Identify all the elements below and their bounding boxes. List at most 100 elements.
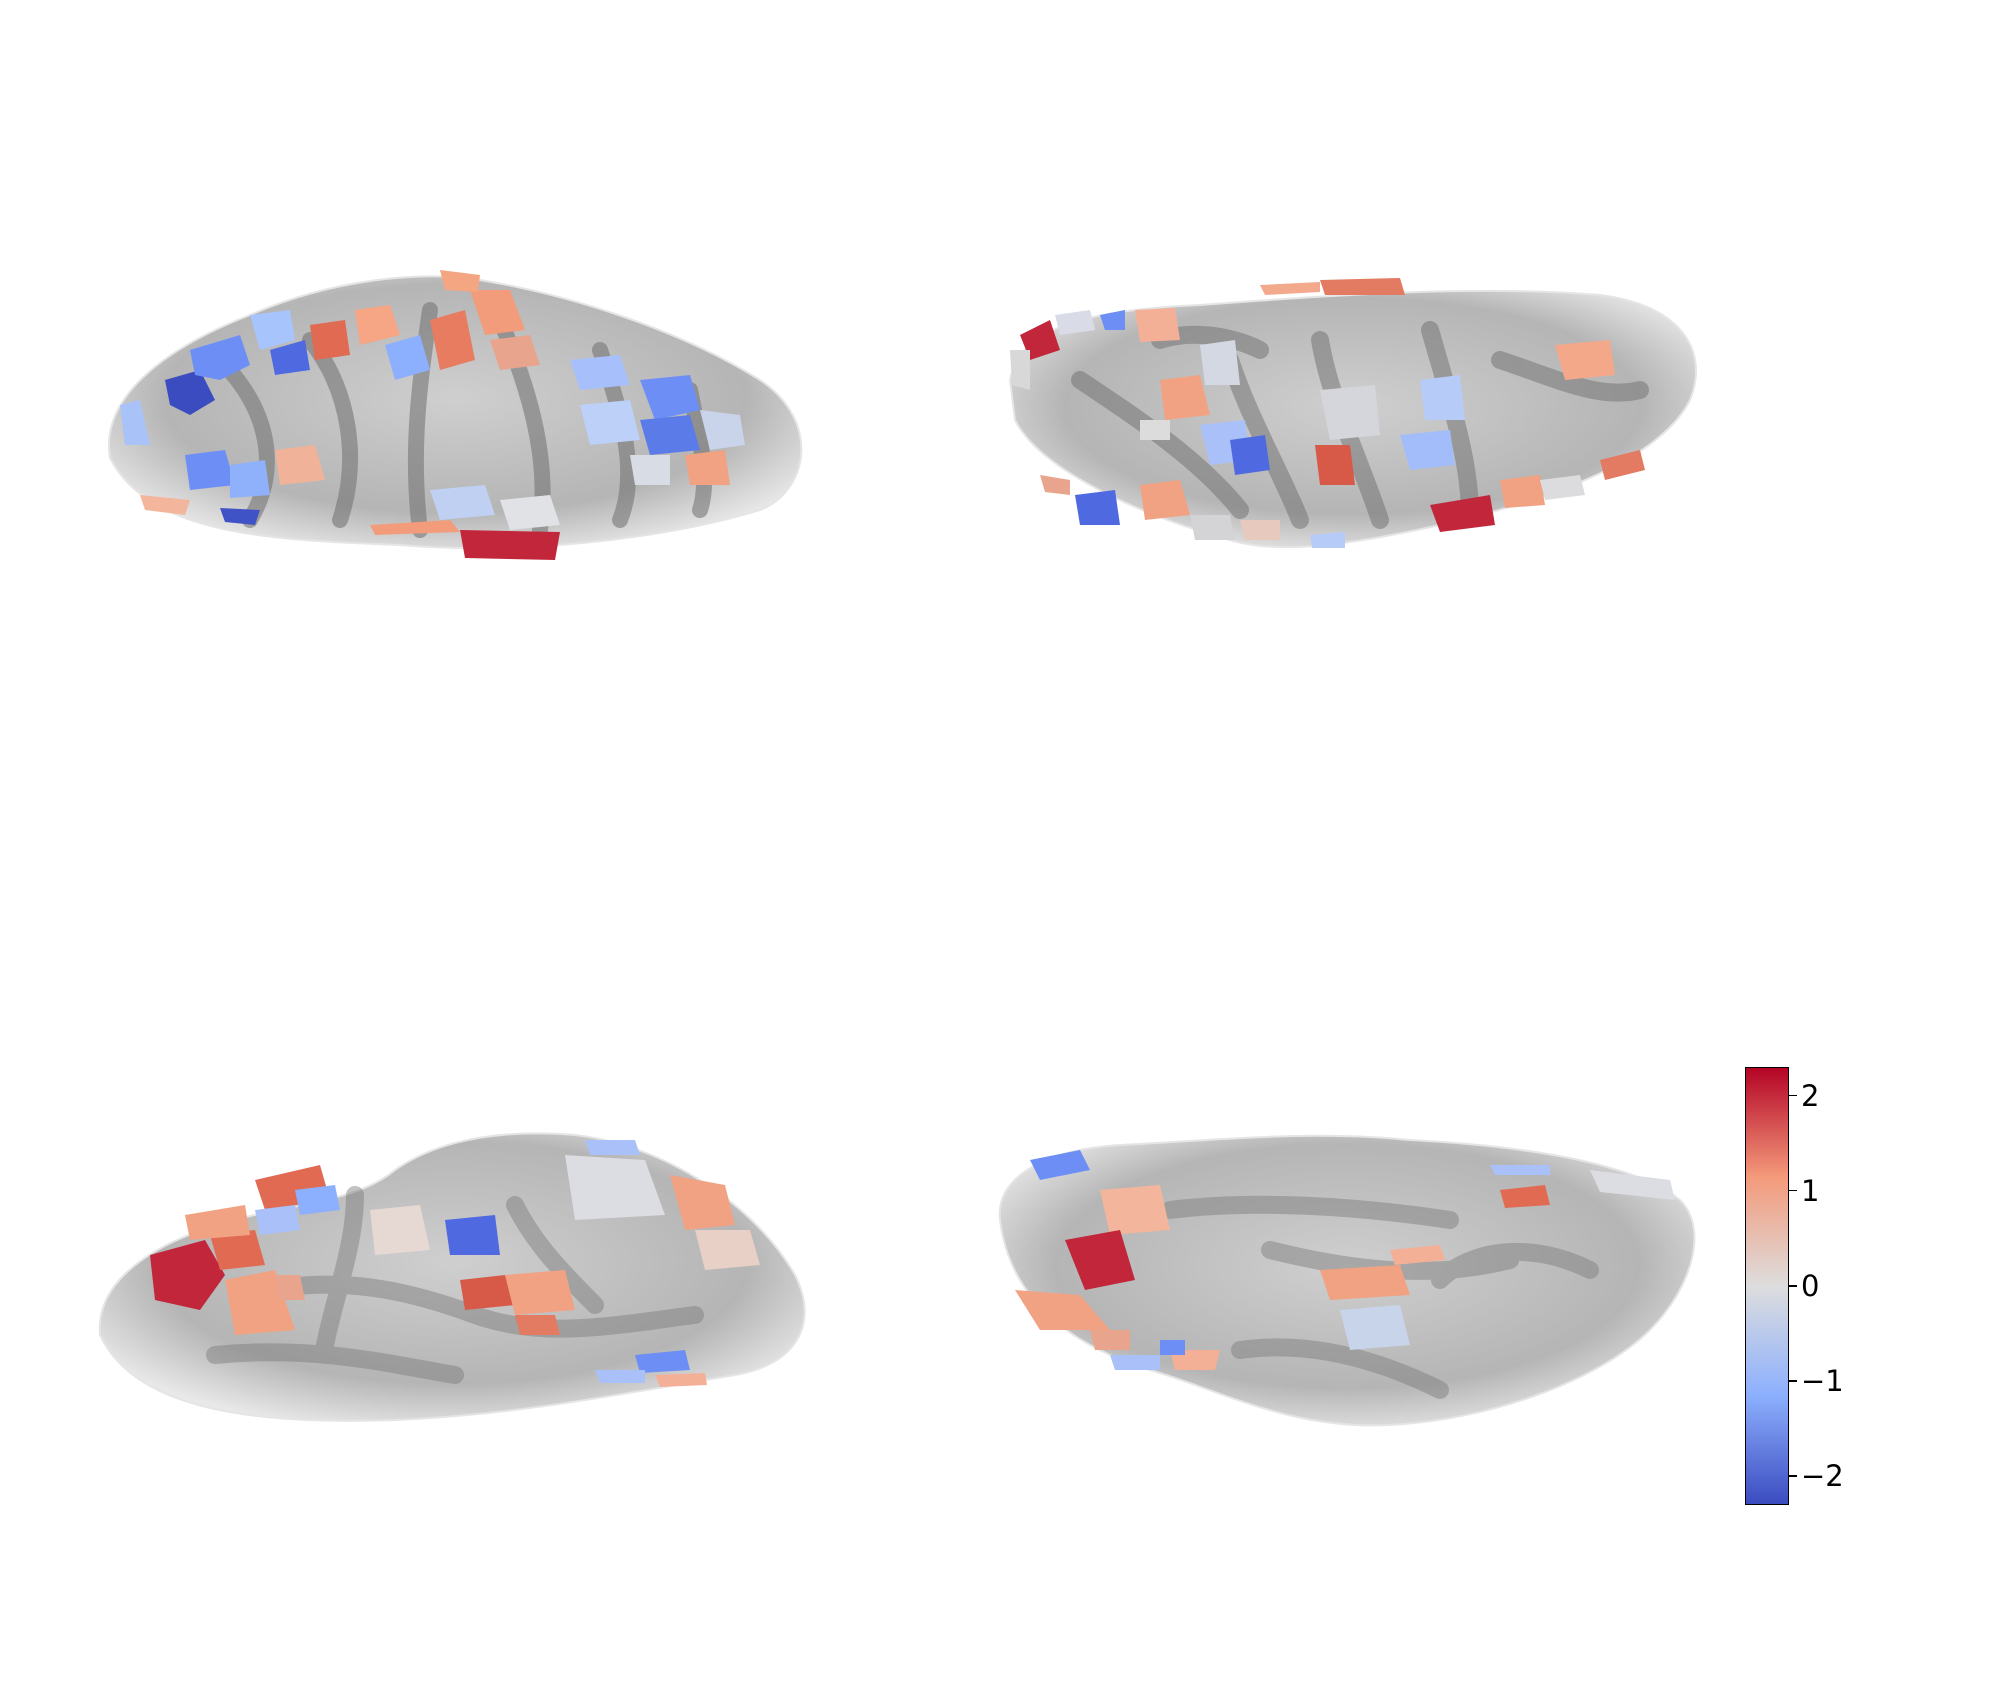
parcel <box>385 335 430 380</box>
colorbar-tick-label: −1 <box>1801 1364 1844 1399</box>
parcel <box>1040 475 1070 495</box>
parcel <box>570 355 630 390</box>
parcels <box>1010 278 1645 548</box>
parcel <box>140 495 190 515</box>
parcel <box>1015 1290 1110 1330</box>
parcel <box>220 508 260 525</box>
parcel <box>460 1275 515 1310</box>
parcel <box>1075 490 1120 525</box>
parcel <box>490 335 540 370</box>
parcel <box>1390 1245 1445 1265</box>
colorbar-tick-mark <box>1789 1094 1797 1097</box>
parcel <box>630 455 670 485</box>
parcel <box>460 530 560 560</box>
parcel <box>1030 1150 1090 1180</box>
parcel <box>655 1373 707 1387</box>
parcel <box>190 335 250 380</box>
colorbar-tick-label: −2 <box>1801 1459 1844 1494</box>
parcel <box>1200 340 1240 385</box>
parcel <box>1160 1340 1185 1355</box>
colorbar-tick-mark <box>1789 1380 1797 1382</box>
parcel <box>1420 375 1465 420</box>
parcel <box>585 1140 640 1155</box>
parcel <box>430 310 475 370</box>
colorbar: 2 1 0 −1 −2 <box>1745 1067 1844 1505</box>
parcel <box>165 370 215 415</box>
parcel <box>430 485 495 520</box>
parcel <box>700 410 745 450</box>
parcel <box>1100 310 1125 330</box>
brain-surface-bottom-left <box>98 1132 806 1422</box>
parcel <box>440 270 480 292</box>
parcel <box>370 520 460 535</box>
parcel <box>230 460 270 498</box>
parcel <box>445 1215 500 1255</box>
parcel <box>685 450 730 485</box>
parcel <box>120 400 150 445</box>
parcel <box>1340 1305 1410 1350</box>
parcel <box>1260 282 1320 295</box>
parcel <box>1400 430 1455 470</box>
parcel <box>670 1175 735 1230</box>
colorbar-tick-label: 1 <box>1801 1173 1820 1208</box>
parcel <box>1540 475 1585 500</box>
parcel <box>1490 1165 1550 1175</box>
parcel <box>1430 495 1495 532</box>
parcels <box>1015 1150 1675 1370</box>
colorbar-tick-mark <box>1789 1475 1797 1477</box>
parcel <box>1600 450 1645 480</box>
parcel <box>310 320 350 360</box>
colorbar-tick-mark <box>1789 1285 1797 1287</box>
parcel <box>1140 480 1190 520</box>
parcel <box>270 340 310 375</box>
parcel <box>515 1315 560 1335</box>
parcel <box>210 1230 265 1270</box>
parcel <box>1140 420 1170 440</box>
parcel <box>1320 1265 1410 1300</box>
brain-surface-bottom-right <box>998 1134 1696 1427</box>
parcel <box>580 400 640 445</box>
colorbar-tick-mark <box>1789 1189 1797 1192</box>
parcel <box>640 375 700 420</box>
parcel <box>1160 375 1210 420</box>
parcel <box>1500 1185 1550 1208</box>
parcel <box>295 1185 340 1215</box>
parcel <box>275 1275 305 1300</box>
parcel <box>1590 1170 1675 1200</box>
parcel <box>1555 340 1615 380</box>
parcel <box>185 450 235 490</box>
parcel <box>370 1205 430 1255</box>
parcel <box>565 1155 665 1220</box>
sulci <box>206 1186 704 1384</box>
brain-view-bottom-right <box>990 1130 1710 1430</box>
parcel <box>185 1205 250 1240</box>
parcel <box>1190 515 1235 540</box>
parcel <box>1320 385 1380 440</box>
parcel <box>1135 308 1180 342</box>
brain-view-top-right <box>1000 270 1700 570</box>
parcel <box>1500 475 1545 508</box>
parcel <box>250 310 295 350</box>
parcel <box>355 305 400 345</box>
parcel <box>1010 350 1030 390</box>
parcel <box>500 495 560 530</box>
parcel <box>1230 435 1270 475</box>
parcel <box>1100 1185 1170 1235</box>
parcel <box>470 290 525 335</box>
parcel <box>1240 520 1280 540</box>
brain-view-bottom-left <box>95 1125 820 1425</box>
parcel <box>1090 1330 1130 1350</box>
parcel <box>1320 278 1405 295</box>
brain-surface-top-left <box>107 270 803 560</box>
parcel <box>1055 310 1095 335</box>
parcel <box>275 445 325 485</box>
parcel <box>1315 445 1355 485</box>
parcel <box>505 1270 575 1315</box>
parcel <box>635 1350 690 1373</box>
brain-surface-top-right <box>1008 278 1697 549</box>
parcel <box>1065 1230 1135 1290</box>
parcel <box>1310 532 1345 548</box>
parcel <box>695 1230 760 1270</box>
colorbar-tick-label: 2 <box>1801 1078 1820 1113</box>
parcel <box>1110 1355 1160 1370</box>
